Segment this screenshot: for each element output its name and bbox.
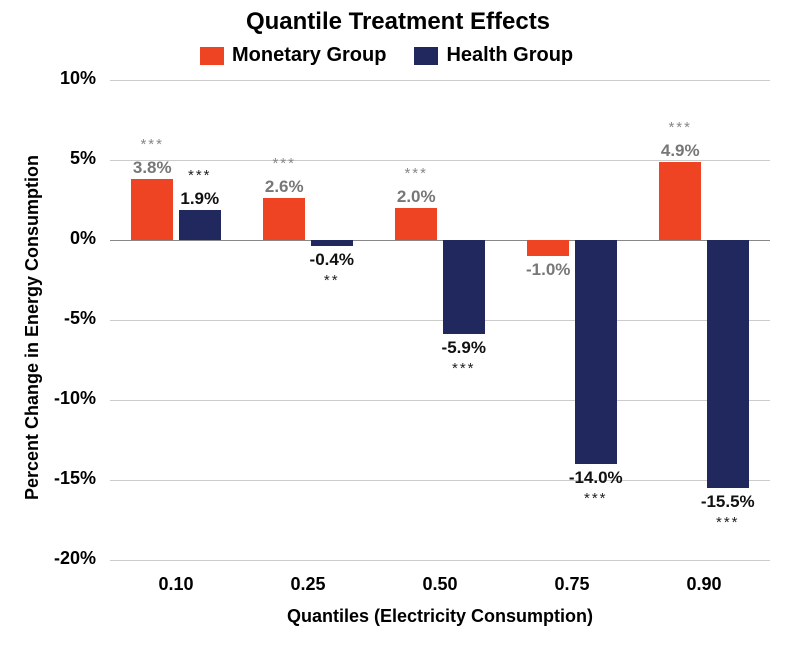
x-tick-label: 0.25 bbox=[242, 574, 374, 595]
bar-health bbox=[443, 240, 485, 334]
significance-stars: *** bbox=[376, 165, 456, 182]
bar-value-label: 2.0% bbox=[376, 187, 456, 207]
bar-value-label: -14.0% bbox=[556, 468, 636, 488]
legend-item: Monetary Group bbox=[200, 44, 386, 67]
gridline bbox=[110, 400, 770, 401]
zero-line bbox=[110, 240, 770, 241]
legend: Monetary Group Health Group bbox=[200, 44, 573, 67]
significance-stars: ** bbox=[292, 272, 372, 289]
legend-label: Health Group bbox=[446, 44, 573, 67]
significance-stars: *** bbox=[556, 490, 636, 507]
x-tick-label: 0.10 bbox=[110, 574, 242, 595]
legend-item: Health Group bbox=[414, 44, 573, 67]
x-axis-label: Quantiles (Electricity Consumption) bbox=[110, 606, 770, 627]
x-tick-label: 0.75 bbox=[506, 574, 638, 595]
bar-value-label: -5.9% bbox=[424, 338, 504, 358]
bar-health bbox=[707, 240, 749, 488]
y-tick-label: -20% bbox=[0, 548, 96, 569]
bar-monetary bbox=[659, 162, 701, 240]
bar-health bbox=[179, 210, 221, 240]
x-tick-label: 0.50 bbox=[374, 574, 506, 595]
y-tick-label: -15% bbox=[0, 468, 96, 489]
significance-stars: *** bbox=[688, 514, 768, 531]
chart-container: Quantile Treatment Effects Monetary Group… bbox=[0, 0, 796, 650]
bar-value-label: -15.5% bbox=[688, 492, 768, 512]
gridline bbox=[110, 480, 770, 481]
bar-health bbox=[311, 240, 353, 246]
significance-stars: *** bbox=[640, 119, 720, 136]
gridline bbox=[110, 320, 770, 321]
y-axis-label: Percent Change in Energy Consumption bbox=[22, 155, 43, 500]
significance-stars: *** bbox=[160, 167, 240, 184]
y-tick-label: 5% bbox=[0, 148, 96, 169]
significance-stars: *** bbox=[424, 360, 504, 377]
legend-swatch bbox=[414, 47, 438, 65]
bar-value-label: 2.6% bbox=[244, 177, 324, 197]
y-tick-label: 0% bbox=[0, 228, 96, 249]
significance-stars: *** bbox=[112, 136, 192, 153]
gridline bbox=[110, 560, 770, 561]
gridline bbox=[110, 80, 770, 81]
y-tick-label: -5% bbox=[0, 308, 96, 329]
bar-value-label: -0.4% bbox=[292, 250, 372, 270]
chart-title: Quantile Treatment Effects bbox=[0, 8, 796, 36]
legend-label: Monetary Group bbox=[232, 44, 386, 67]
significance-stars: *** bbox=[244, 155, 324, 172]
bar-monetary bbox=[263, 198, 305, 240]
x-tick-label: 0.90 bbox=[638, 574, 770, 595]
y-tick-label: -10% bbox=[0, 388, 96, 409]
bar-value-label: 1.9% bbox=[160, 189, 240, 209]
bar-value-label: 4.9% bbox=[640, 141, 720, 161]
y-tick-label: 10% bbox=[0, 68, 96, 89]
bar-monetary bbox=[395, 208, 437, 240]
bar-monetary bbox=[527, 240, 569, 256]
bar-value-label: -1.0% bbox=[508, 260, 588, 280]
legend-swatch bbox=[200, 47, 224, 65]
